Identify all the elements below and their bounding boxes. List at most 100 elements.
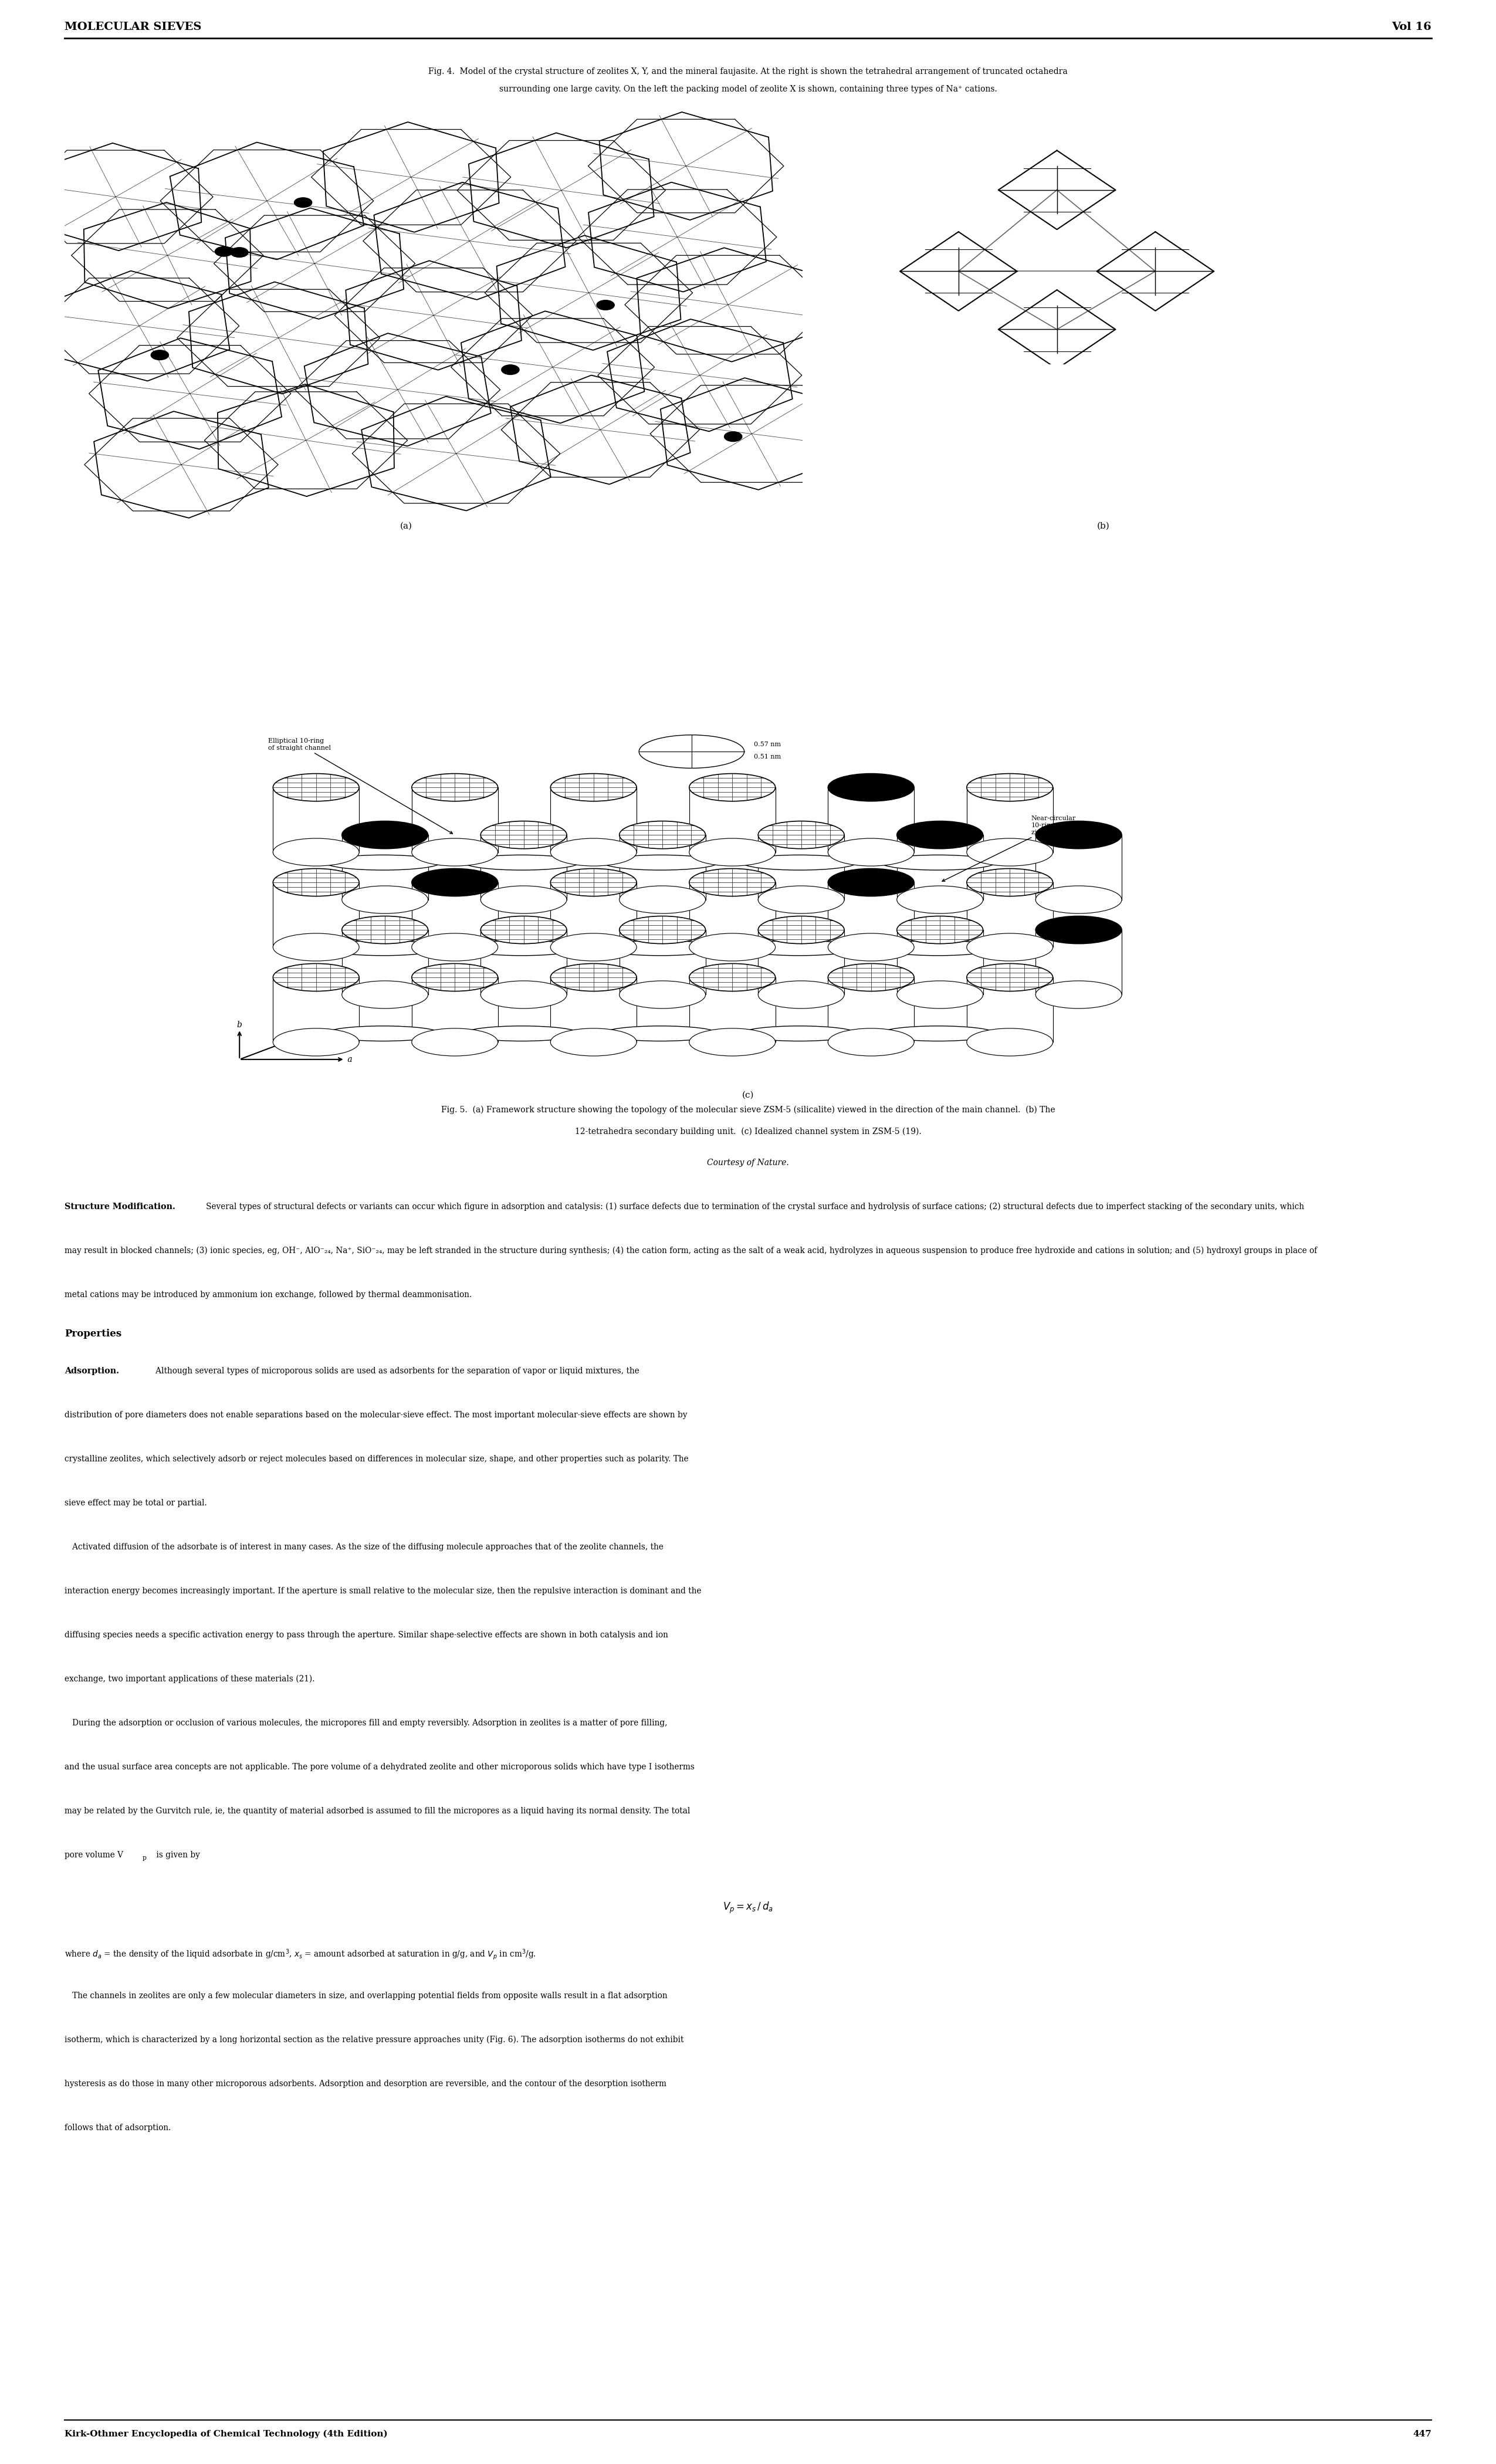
Ellipse shape — [272, 1027, 359, 1057]
Text: isotherm, which is characterized by a long horizontal section as the relative pr: isotherm, which is characterized by a lo… — [64, 2035, 684, 2045]
Ellipse shape — [464, 1025, 579, 1042]
Ellipse shape — [551, 934, 637, 961]
Ellipse shape — [758, 887, 844, 914]
Text: diffusing species needs a specific activation energy to pass through the apertur: diffusing species needs a specific activ… — [64, 1631, 669, 1639]
Text: Although several types of microporous solids are used as adsorbents for the sepa: Although several types of microporous so… — [148, 1368, 639, 1375]
Ellipse shape — [1035, 887, 1122, 914]
Ellipse shape — [343, 917, 428, 944]
Text: Courtesy of Nature.: Courtesy of Nature. — [708, 1158, 788, 1168]
Ellipse shape — [742, 855, 857, 870]
Ellipse shape — [690, 870, 775, 897]
Ellipse shape — [898, 981, 983, 1008]
Text: where $d_a$ = the density of the liquid adsorbate in g/cm$^3$, $x_s$ = amount ad: where $d_a$ = the density of the liquid … — [64, 1947, 536, 1961]
Text: metal cations may be introduced by ammonium ion exchange, followed by thermal de: metal cations may be introduced by ammon… — [64, 1291, 471, 1299]
Ellipse shape — [827, 774, 914, 801]
Text: MOLECULAR SIEVES: MOLECULAR SIEVES — [64, 22, 202, 32]
Text: Vol 16: Vol 16 — [1391, 22, 1432, 32]
Text: distribution of pore diameters does not enable separations based on the molecula: distribution of pore diameters does not … — [64, 1412, 687, 1419]
Ellipse shape — [690, 1027, 775, 1057]
Text: surrounding one large cavity. On the left the packing model of zeolite X is show: surrounding one large cavity. On the lef… — [500, 86, 996, 94]
Text: Structure Modification.: Structure Modification. — [64, 1202, 175, 1210]
Circle shape — [501, 365, 519, 375]
Text: Activated diffusion of the adsorbate is of interest in many cases. As the size o: Activated diffusion of the adsorbate is … — [64, 1542, 663, 1552]
Ellipse shape — [411, 963, 498, 991]
Ellipse shape — [551, 774, 637, 801]
Ellipse shape — [898, 917, 983, 944]
Ellipse shape — [603, 1025, 718, 1042]
Circle shape — [151, 350, 169, 360]
Ellipse shape — [690, 774, 775, 801]
Ellipse shape — [881, 1025, 995, 1042]
Ellipse shape — [343, 821, 428, 848]
Ellipse shape — [480, 887, 567, 914]
Ellipse shape — [343, 887, 428, 914]
Ellipse shape — [326, 1025, 440, 1042]
Text: Fig. 5.  (a) Framework structure showing the topology of the molecular sieve ZSM: Fig. 5. (a) Framework structure showing … — [441, 1106, 1055, 1114]
Ellipse shape — [827, 934, 914, 961]
Text: pore volume V: pore volume V — [64, 1850, 123, 1860]
Ellipse shape — [827, 1027, 914, 1057]
Ellipse shape — [551, 870, 637, 897]
Ellipse shape — [758, 821, 844, 848]
Ellipse shape — [619, 917, 706, 944]
Ellipse shape — [966, 870, 1053, 897]
Text: (c): (c) — [742, 1092, 754, 1099]
Ellipse shape — [966, 1027, 1053, 1057]
Ellipse shape — [603, 941, 718, 956]
Text: may result in blocked channels; (3) ionic species, eg, OH⁻, AlO⁻₂₄, Na⁺, SiO⁻₂₄,: may result in blocked channels; (3) ioni… — [64, 1247, 1316, 1254]
Ellipse shape — [272, 838, 359, 865]
Text: may be related by the Gurvitch rule, ie, the quantity of material adsorbed is as: may be related by the Gurvitch rule, ie,… — [64, 1806, 690, 1816]
Circle shape — [724, 431, 742, 441]
Ellipse shape — [480, 981, 567, 1008]
Ellipse shape — [326, 941, 440, 956]
Text: The channels in zeolites are only a few molecular diameters in size, and overlap: The channels in zeolites are only a few … — [64, 1991, 667, 2001]
Text: 447: 447 — [1412, 2430, 1432, 2439]
Ellipse shape — [480, 917, 567, 944]
Ellipse shape — [1035, 821, 1122, 848]
Ellipse shape — [411, 838, 498, 865]
Ellipse shape — [690, 963, 775, 991]
Ellipse shape — [326, 855, 440, 870]
Ellipse shape — [272, 774, 359, 801]
Ellipse shape — [551, 1027, 637, 1057]
Text: 0.51 nm: 0.51 nm — [754, 754, 781, 759]
Ellipse shape — [551, 838, 637, 865]
Text: is given by: is given by — [154, 1850, 200, 1860]
Ellipse shape — [272, 934, 359, 961]
Text: 0.57 nm: 0.57 nm — [754, 742, 781, 747]
Ellipse shape — [272, 963, 359, 991]
Circle shape — [597, 301, 615, 310]
Circle shape — [230, 246, 248, 256]
Ellipse shape — [690, 838, 775, 865]
Ellipse shape — [272, 870, 359, 897]
Ellipse shape — [966, 774, 1053, 801]
Ellipse shape — [966, 838, 1053, 865]
Ellipse shape — [1035, 981, 1122, 1008]
Ellipse shape — [690, 934, 775, 961]
Ellipse shape — [603, 855, 718, 870]
Ellipse shape — [827, 963, 914, 991]
Ellipse shape — [480, 821, 567, 848]
Text: Kirk-Othmer Encyclopedia of Chemical Technology (4th Edition): Kirk-Othmer Encyclopedia of Chemical Tec… — [64, 2430, 387, 2439]
Text: interaction energy becomes increasingly important. If the aperture is small rela: interaction energy becomes increasingly … — [64, 1587, 702, 1594]
Ellipse shape — [411, 774, 498, 801]
Circle shape — [215, 246, 233, 256]
Text: During the adsorption or occlusion of various molecules, the micropores fill and: During the adsorption or occlusion of va… — [64, 1720, 667, 1727]
Circle shape — [295, 197, 313, 207]
Ellipse shape — [464, 941, 579, 956]
Ellipse shape — [343, 981, 428, 1008]
Ellipse shape — [411, 870, 498, 897]
Text: b: b — [236, 1020, 242, 1030]
Ellipse shape — [411, 934, 498, 961]
Text: hysteresis as do those in many other microporous adsorbents. Adsorption and deso: hysteresis as do those in many other mic… — [64, 2080, 666, 2087]
Ellipse shape — [758, 981, 844, 1008]
Text: Elliptical 10-ring
of straight channel: Elliptical 10-ring of straight channel — [268, 739, 453, 833]
Ellipse shape — [411, 1027, 498, 1057]
Text: Near-circular
10-ring
zigzag channel: Near-circular 10-ring zigzag channel — [942, 816, 1080, 882]
Ellipse shape — [898, 821, 983, 848]
Text: follows that of adsorption.: follows that of adsorption. — [64, 2124, 171, 2131]
Text: (a): (a) — [399, 522, 413, 530]
Text: (b): (b) — [1097, 522, 1110, 530]
Ellipse shape — [898, 887, 983, 914]
Ellipse shape — [742, 1025, 857, 1042]
